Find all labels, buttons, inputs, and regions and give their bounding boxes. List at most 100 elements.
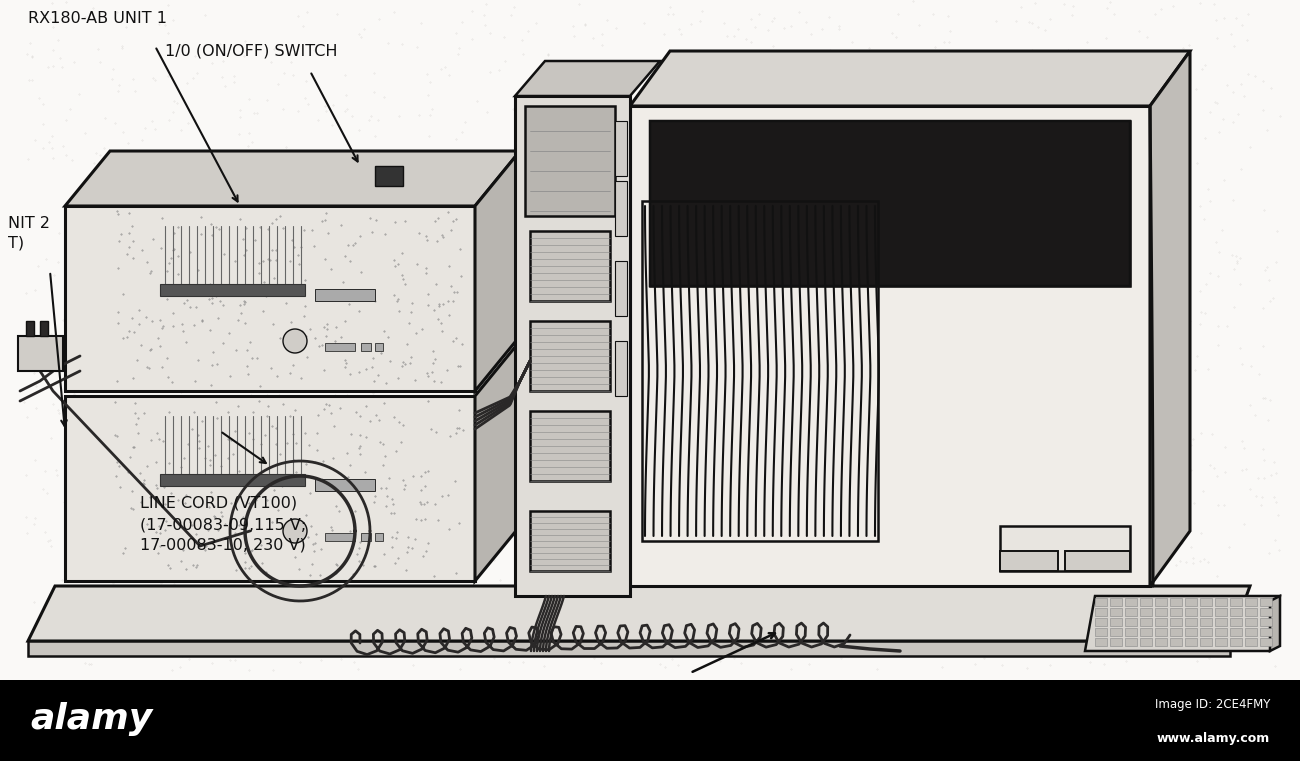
Point	[369, 453, 390, 465]
Point	[607, 145, 628, 158]
Point	[744, 53, 764, 65]
Point	[117, 223, 138, 235]
Point	[783, 391, 803, 403]
Point	[852, 410, 872, 422]
Point	[211, 619, 231, 632]
Bar	[1230, 628, 1242, 636]
Point	[117, 438, 138, 450]
Point	[577, 244, 598, 256]
Point	[90, 56, 110, 68]
Point	[814, 68, 835, 80]
Bar	[325, 343, 355, 351]
Point	[410, 109, 430, 121]
Point	[52, 575, 73, 587]
Point	[62, 455, 83, 467]
Point	[1239, 482, 1260, 495]
Point	[699, 108, 720, 120]
Point	[928, 81, 949, 94]
Point	[1171, 537, 1192, 549]
Point	[70, 193, 91, 205]
Point	[623, 405, 644, 417]
Point	[850, 127, 871, 139]
Point	[708, 262, 729, 274]
Point	[711, 651, 732, 664]
Point	[1106, 286, 1127, 298]
Point	[95, 644, 116, 656]
Point	[835, 183, 855, 196]
Point	[692, 5, 712, 18]
Point	[346, 484, 367, 496]
Point	[230, 186, 251, 199]
Point	[573, 55, 594, 67]
Point	[871, 90, 892, 102]
Point	[1079, 589, 1100, 601]
Point	[619, 561, 640, 573]
Point	[458, 486, 478, 498]
Point	[16, 287, 36, 299]
Point	[1227, 108, 1248, 120]
Point	[1065, 498, 1086, 510]
Point	[16, 511, 36, 524]
Point	[95, 428, 116, 440]
Point	[1134, 434, 1154, 446]
Point	[42, 21, 62, 33]
Point	[568, 0, 589, 10]
Point	[780, 481, 801, 493]
Point	[260, 317, 281, 329]
Point	[537, 49, 558, 61]
Bar	[1095, 618, 1108, 626]
Point	[1178, 601, 1199, 613]
Point	[846, 409, 867, 422]
Point	[840, 107, 861, 119]
Point	[885, 495, 906, 507]
Point	[1126, 170, 1147, 183]
Point	[263, 201, 283, 213]
Point	[140, 616, 161, 629]
Point	[424, 364, 445, 376]
Point	[1193, 485, 1214, 497]
Point	[350, 649, 370, 661]
Point	[1136, 117, 1157, 129]
Point	[152, 522, 173, 534]
Point	[1234, 90, 1254, 102]
Point	[868, 426, 889, 438]
Point	[953, 454, 974, 466]
Point	[368, 349, 389, 361]
Point	[504, 347, 525, 359]
Text: Image ID: 2CE4FMY: Image ID: 2CE4FMY	[1154, 698, 1270, 711]
Point	[1095, 254, 1115, 266]
Point	[927, 298, 948, 310]
Point	[1179, 374, 1200, 386]
Point	[1200, 267, 1221, 279]
Point	[604, 638, 625, 651]
Point	[940, 143, 961, 155]
Point	[96, 400, 117, 412]
Point	[676, 341, 697, 353]
Point	[142, 114, 162, 126]
Point	[315, 154, 335, 167]
Point	[1162, 0, 1183, 11]
Point	[1024, 0, 1045, 8]
Point	[636, 360, 656, 372]
Point	[671, 622, 692, 635]
Point	[680, 552, 701, 565]
Point	[16, 469, 36, 481]
Point	[276, 482, 296, 495]
Point	[243, 431, 264, 444]
Point	[932, 138, 953, 150]
Point	[412, 203, 433, 215]
Point	[344, 498, 365, 510]
Point	[677, 136, 698, 148]
Point	[464, 576, 485, 588]
Point	[1101, 145, 1122, 157]
Point	[233, 504, 254, 516]
Point	[1266, 256, 1287, 268]
Point	[321, 568, 342, 581]
Point	[1106, 398, 1127, 410]
Point	[394, 588, 415, 600]
Point	[140, 276, 161, 288]
Point	[207, 482, 228, 495]
Point	[296, 5, 317, 18]
Point	[497, 234, 517, 246]
Point	[86, 517, 107, 529]
